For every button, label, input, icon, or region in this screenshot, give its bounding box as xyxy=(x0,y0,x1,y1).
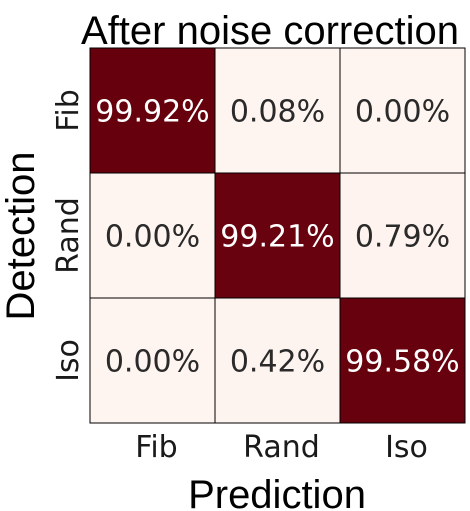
cell-label-fib-fib: 99.92% xyxy=(95,95,209,130)
cell-iso-iso xyxy=(339,297,466,424)
y-tick-labels: Fib Rand Iso xyxy=(51,89,86,382)
cell-rand-fib xyxy=(89,172,216,299)
y-tick-rand: Rand xyxy=(51,197,86,274)
cell-iso-fib xyxy=(89,297,216,424)
cell-label-rand-rand: 99.21% xyxy=(220,220,334,255)
x-tick-fib: Fib xyxy=(135,430,177,465)
cell-fib-fib xyxy=(89,47,216,174)
cell-fib-rand xyxy=(214,47,341,174)
x-axis-label: Prediction xyxy=(188,473,366,511)
cell-label-rand-fib: 0.00% xyxy=(105,220,200,255)
heatmap-cells: 99.92% 0.08% 0.00% 0.00% 99.21% 0.79% 0.00% 0.4… xyxy=(89,47,466,424)
x-tick-labels: Fib Rand Iso xyxy=(135,430,428,465)
chart-title: After noise correction xyxy=(81,9,459,53)
y-axis-label: Detection xyxy=(0,152,43,321)
cell-label-rand-iso: 0.79% xyxy=(355,220,450,255)
cell-label-fib-rand: 0.08% xyxy=(230,95,325,130)
x-tick-iso: Iso xyxy=(385,430,428,465)
y-tick-iso: Iso xyxy=(51,339,86,382)
cell-rand-iso xyxy=(339,172,466,299)
cell-label-iso-fib: 0.00% xyxy=(105,345,200,380)
cell-rand-rand xyxy=(214,172,341,299)
x-tick-rand: Rand xyxy=(243,430,320,465)
cell-label-iso-rand: 0.42% xyxy=(230,345,325,380)
cell-label-iso-iso: 99.58% xyxy=(345,345,459,380)
y-tick-fib: Fib xyxy=(51,89,86,131)
cell-fib-iso xyxy=(339,47,466,174)
cell-label-fib-iso: 0.00% xyxy=(355,95,450,130)
cell-iso-rand xyxy=(214,297,341,424)
